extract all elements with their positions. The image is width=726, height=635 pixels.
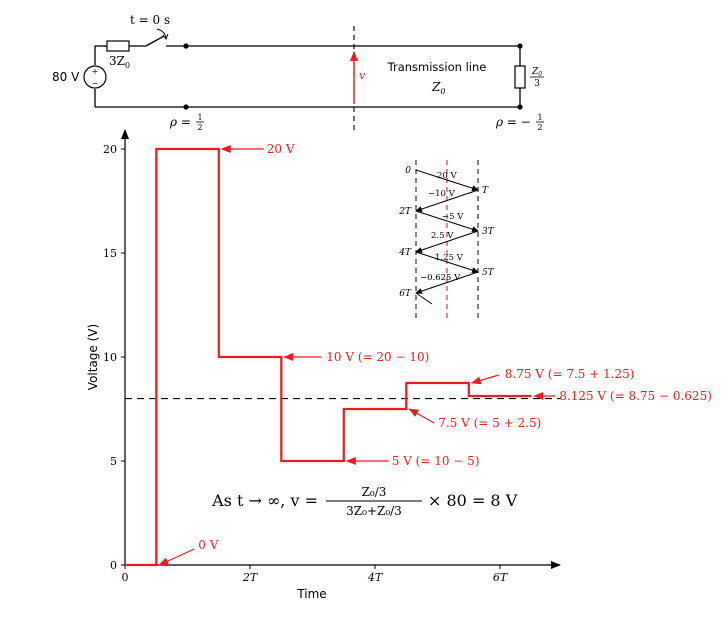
annotation-label: 10 V (= 20 − 10)	[326, 350, 429, 364]
annotation-arrow	[408, 408, 435, 424]
voltage-source: + −	[83, 65, 107, 89]
annotation-label: 7.5 V (= 5 + 2.5)	[438, 416, 541, 430]
switch-label: t = 0 s	[130, 13, 170, 27]
annotation-label: 0 V	[198, 538, 218, 552]
x-tick-label: 0	[122, 571, 129, 584]
annotation-label: 5 V (= 10 − 5)	[392, 454, 480, 468]
y-tick-label: 10	[103, 351, 117, 364]
bounce-time-4T: 4T	[398, 248, 412, 258]
svg-text:2: 2	[197, 123, 202, 132]
limit-equation: As t → ∞, v = Z₀/3 3Z₀+Z₀/3 × 80 = 8 V	[211, 485, 518, 518]
source-voltage-label: 80 V	[52, 70, 80, 84]
limit-equation-denominator: 3Z₀+Z₀/3	[346, 504, 402, 518]
bounce-wave-label-5: 1.25 V	[435, 253, 464, 263]
source-resistor	[106, 40, 130, 52]
voltage-step-curve	[125, 147, 532, 567]
annotation-label: 8.125 V (= 8.75 − 0.625)	[559, 389, 712, 403]
source-minus-sign: −	[92, 79, 99, 88]
switch	[145, 28, 169, 47]
annotation-arrow	[158, 548, 195, 566]
x-axis-label: Time	[296, 587, 326, 601]
bounce-diagram	[415, 160, 479, 318]
svg-text:Z0: Z0	[531, 67, 542, 78]
load-resistor	[514, 65, 526, 89]
y-axis-label: Voltage (V)	[86, 324, 100, 390]
bounce-time-T: T	[482, 186, 489, 196]
annotation-label: 20 V	[267, 142, 295, 156]
y-tick-label: 5	[110, 455, 117, 468]
svg-text:1: 1	[537, 113, 542, 122]
x-tick-label: 2T	[242, 571, 259, 584]
probe-voltage-label: v	[359, 69, 366, 82]
y-tick-label: 0	[110, 559, 117, 572]
limit-equation-result: × 80 = 8 V	[428, 491, 518, 510]
bounce-wave-label-6: −0.625 V	[420, 273, 461, 283]
load-impedance-label: Z0 3	[530, 67, 544, 89]
bounce-time-5T: 5T	[482, 268, 495, 278]
bounce-wave-label-2: −10 V	[428, 189, 456, 199]
bounce-wave-label-4: 2.5 V	[431, 231, 454, 241]
limit-equation-prefix: As t → ∞, v =	[211, 491, 318, 510]
circuit-diagram: + −	[83, 26, 526, 130]
y-tick-label: 15	[103, 247, 117, 260]
rho-source-label: ρ = 1 2	[169, 113, 204, 132]
svg-text:2: 2	[537, 123, 542, 132]
svg-text:ρ =: ρ =	[169, 115, 191, 129]
line-impedance-label: Z0	[431, 80, 445, 96]
bounce-time-6T: 6T	[399, 289, 412, 299]
svg-text:1: 1	[197, 113, 202, 122]
voltage-time-chart: 0 5 10 15 20 0 2T 4T 6T 20 V 10 V (= 20 − 10) 5 V…	[86, 129, 712, 601]
svg-text:3: 3	[534, 79, 540, 89]
rho-load-label: ρ = − 1 2	[495, 113, 544, 132]
annotation-label: 8.75 V (= 7.5 + 1.25)	[505, 367, 635, 381]
x-tick-label: 6T	[493, 571, 509, 584]
limit-equation-numerator: Z₀/3	[362, 485, 387, 499]
source-plus-sign: +	[92, 67, 99, 76]
transmission-line-title: Transmission line	[387, 60, 487, 74]
y-tick-label: 20	[103, 143, 117, 156]
bounce-wave-label-1: 20 V	[437, 171, 458, 181]
svg-text:ρ = −: ρ = −	[495, 115, 531, 129]
annotation-arrow	[470, 374, 499, 385]
resistor-label: 3Z0	[109, 54, 130, 70]
bounce-time-3T: 3T	[482, 227, 495, 237]
bounce-wave-label-3: −5 V	[442, 212, 464, 222]
bounce-time-0: 0	[405, 166, 411, 176]
x-tick-label: 4T	[367, 571, 384, 584]
bounce-time-2T: 2T	[398, 207, 412, 217]
